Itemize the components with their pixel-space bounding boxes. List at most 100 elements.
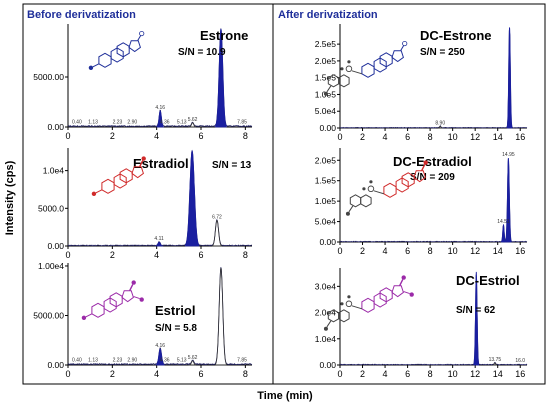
panel-estradiol: 0 2 4 6 8 0.00 5000.0 1.0e4 4.11 6.72 xyxy=(38,148,252,260)
ring-d xyxy=(391,285,404,298)
y-tick-label: 1.00e4 xyxy=(38,261,64,271)
sulfonyl-oxygen xyxy=(340,302,344,306)
naphthalene-ring xyxy=(349,194,362,208)
peak-annotation: 7.85 xyxy=(237,119,247,125)
hydroxyl-group xyxy=(141,156,146,161)
y-tick-label: 5000.00 xyxy=(33,310,64,320)
peak-annotation: 4.16 xyxy=(155,105,165,111)
x-tick-label: 16 xyxy=(515,246,525,256)
ring-d xyxy=(128,40,141,53)
y-tick-label: 0.00 xyxy=(47,122,64,132)
peak xyxy=(438,125,443,129)
hydroxyl-bond xyxy=(421,164,426,171)
hydroxyl-bond xyxy=(133,296,140,300)
x-tick-label: 6 xyxy=(199,369,204,379)
compound-label-estriol: Estriol xyxy=(155,303,195,318)
ring-a xyxy=(361,297,375,313)
x-tick-label: 2 xyxy=(360,132,365,142)
sn-label-dc-estriol: S/N = 62 xyxy=(456,305,496,316)
y-tick-label: 0.00 xyxy=(319,237,336,247)
x-tick-label: 8 xyxy=(428,132,433,142)
peak xyxy=(188,360,197,366)
sulfonyl-group xyxy=(345,300,353,308)
hydroxyl-bond xyxy=(95,189,103,194)
peak-annotation: 4.16 xyxy=(155,343,165,349)
sn-label-dc-estrone: S/N = 250 xyxy=(420,47,465,58)
ring-d xyxy=(121,290,134,303)
carbonyl-bond xyxy=(400,45,405,51)
peak-annotation: 5.62 xyxy=(188,355,198,361)
right-header: After derivatization xyxy=(278,9,378,21)
ring-b xyxy=(103,297,117,313)
peak-annotation: 14.51 xyxy=(497,219,510,225)
ring-d xyxy=(391,50,404,63)
panel-dc-estradiol: 0 2 4 6 8 10 12 14 16 0.00 5.0e4 1.0e5 1.5e5 2.0e5 14.… xyxy=(315,148,528,256)
peak xyxy=(215,267,227,366)
x-tick-label: 4 xyxy=(154,250,159,260)
ester-bond xyxy=(373,190,385,195)
y-tick-label: 0.00 xyxy=(319,123,336,133)
y-tick-label: 5.0e4 xyxy=(315,106,337,116)
sn-label-estrone: S/N = 10.9 xyxy=(178,47,226,58)
peak-annotation: 2.90 xyxy=(127,357,137,363)
sulfonyl-oxygen xyxy=(340,67,344,71)
hydroxyl-group xyxy=(409,292,414,297)
peak-annotation: 1.13 xyxy=(88,119,98,125)
y-tick-label: 1.0e4 xyxy=(315,334,337,344)
x-tick-label: 2 xyxy=(110,369,115,379)
y-tick-label: 0.00 xyxy=(47,360,64,370)
x-tick-label: 8 xyxy=(428,246,433,256)
peak-annotation: 16.0 xyxy=(515,358,525,364)
hydroxyl-bond xyxy=(129,284,134,291)
peak xyxy=(155,348,165,366)
panel-dc-estriol: 0 2 4 6 8 10 12 14 16 0.00 1.0e4 2.0e4 3.0e4 13.75 16.… xyxy=(315,268,528,379)
x-tick-label: 8 xyxy=(428,369,433,379)
naphthalene-ring xyxy=(327,309,340,323)
peak xyxy=(505,158,512,243)
sulfonyl-group xyxy=(367,185,375,193)
peak xyxy=(156,110,164,128)
dimethylamino-group xyxy=(323,91,328,96)
panel-estrone: 0 2 4 6 8 0.00 5000.00 0.40 1.13 2.23 2.90 4.16 4.36… xyxy=(33,24,253,141)
ring-b xyxy=(395,177,409,193)
x-tick-label: 8 xyxy=(243,250,248,260)
x-tick-label: 4 xyxy=(383,132,388,142)
peak-annotation: 0.40 xyxy=(72,119,82,125)
peak-annotation: 2.23 xyxy=(113,357,123,363)
hydroxyl-bond xyxy=(85,313,93,318)
hydroxyl-group xyxy=(401,275,406,280)
ring-b xyxy=(373,57,387,73)
carbonyl-bond xyxy=(137,35,142,41)
x-tick-label: 12 xyxy=(470,369,480,379)
chromatogram-trace xyxy=(339,158,528,243)
amine-bond xyxy=(348,205,354,213)
x-tick-label: 10 xyxy=(448,369,458,379)
peak-annotation: 2.90 xyxy=(127,119,137,125)
peak-annotation: 0.40 xyxy=(72,357,82,363)
y-tick-label: 2.0e5 xyxy=(315,56,337,66)
sn-label-dc-estradiol: S/N = 209 xyxy=(410,172,455,183)
hydroxyl-group xyxy=(139,297,144,302)
chromatogram-trace xyxy=(339,274,528,366)
x-tick-label: 0 xyxy=(65,369,70,379)
ester-bond xyxy=(351,305,363,310)
y-tick-label: 5.0e4 xyxy=(315,217,337,227)
left-column-frame xyxy=(22,3,274,385)
naphthalene-ring xyxy=(360,194,372,208)
right-column-frame xyxy=(272,3,546,385)
peak xyxy=(501,223,506,243)
x-tick-label: 4 xyxy=(154,131,159,141)
x-axis-label: Time (min) xyxy=(257,390,313,402)
sulfonyl-group xyxy=(345,65,353,73)
dimethylamino-group xyxy=(323,326,328,331)
structure-dc-estradiol xyxy=(345,160,428,216)
ring-d xyxy=(131,166,144,179)
compound-label-estradiol: Estradiol xyxy=(133,156,189,171)
peak-annotation: 4.36 xyxy=(160,119,170,125)
hydroxyl-bond xyxy=(399,279,404,286)
x-tick-label: 6 xyxy=(199,131,204,141)
panel-estriol: 0 2 4 6 8 0.00 5000.00 1.00e4 0.40 1.13 2.23 2.90 4.… xyxy=(33,261,253,379)
x-tick-label: 2 xyxy=(110,131,115,141)
x-tick-label: 0 xyxy=(337,132,342,142)
ring-a xyxy=(98,52,112,68)
